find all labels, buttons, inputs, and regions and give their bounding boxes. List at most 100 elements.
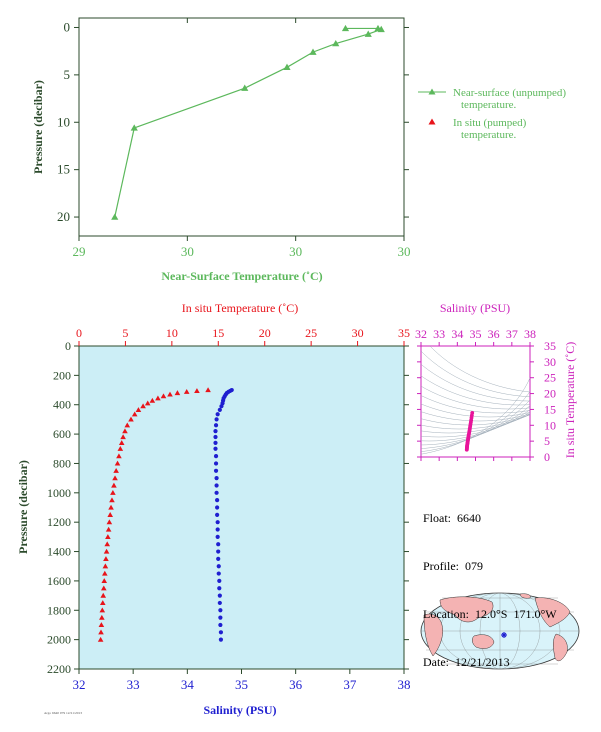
profile-top-tick-label: 35 [398, 326, 410, 340]
temperature-point [102, 563, 109, 569]
near-surface-x-label: Near-Surface Temperature (˚C) [161, 269, 322, 283]
profile-bottom-tick-label: 35 [235, 677, 248, 692]
location-map [420, 592, 580, 670]
temperature-point [99, 607, 106, 613]
profile-bottom-tick-label: 38 [398, 677, 411, 692]
profile-y-tick-label: 1400 [47, 545, 71, 559]
salinity-point [218, 630, 224, 635]
density-contour [421, 375, 530, 406]
temperature-point [102, 570, 108, 576]
temperature-point [183, 389, 190, 394]
ts-top-tick-label: 32 [415, 327, 427, 341]
temperature-point [167, 391, 173, 397]
temperature-point [109, 497, 115, 503]
profile-bottom-tick-label: 32 [73, 677, 86, 692]
density-contour [421, 363, 530, 402]
profile-top-tick-label: 25 [305, 326, 317, 340]
near-surface-y-tick-label: 5 [64, 67, 71, 82]
temperature-point [116, 453, 122, 459]
ts-right-tick-label: 15 [544, 402, 556, 416]
ts-right-tick-label: 5 [544, 434, 550, 448]
temperature-point [105, 526, 112, 532]
ts-point [470, 411, 475, 415]
salinity-point [213, 461, 219, 466]
salinity-point [217, 578, 222, 584]
near-surface-point [364, 30, 372, 37]
ts-top-tick-label: 36 [488, 327, 500, 341]
salinity-point [213, 429, 218, 434]
temperature-series [97, 387, 211, 642]
temperature-point [105, 534, 111, 539]
profile-bottom-tick-label: 37 [343, 677, 357, 692]
profile-bottom-tick-label: 33 [127, 677, 140, 692]
date: Date: 12/21/2013 [423, 655, 510, 669]
salinity-point [216, 571, 221, 576]
near-surface-point [341, 24, 350, 32]
salinity-point [214, 476, 219, 481]
density-contour [421, 414, 530, 430]
profile-y-tick-label: 1000 [47, 486, 71, 500]
profile-y-tick-label: 400 [53, 398, 71, 412]
near-surface-point [374, 24, 382, 32]
temperature-point [110, 490, 116, 495]
near-surface-x-tick-label: 30 [181, 244, 194, 259]
salinity-point [217, 600, 222, 606]
profile-top-tick-label: 30 [352, 326, 364, 340]
temperature-point [194, 388, 200, 394]
profile-top-tick-label: 20 [259, 326, 271, 340]
temperature-point [97, 636, 104, 642]
salinity-point [215, 527, 220, 532]
near-surface-y-tick-label: 0 [64, 19, 71, 34]
temperature-point [98, 629, 104, 635]
density-contour [421, 403, 530, 418]
salinity-point [215, 498, 220, 503]
profile-plot-frame [78, 345, 405, 670]
temperature-point [108, 504, 114, 510]
density-contour [421, 413, 530, 434]
near-surface-y-tick-label: 15 [57, 162, 70, 177]
salinity-point [213, 454, 219, 459]
ts-right-tick-label: 20 [544, 387, 556, 401]
temperature-point [100, 592, 107, 598]
salinity-point [217, 586, 222, 591]
temperature-point [155, 395, 161, 401]
profile-y-tick-label: 600 [53, 427, 71, 441]
near-surface-plot-frame [78, 17, 405, 237]
ts-points [464, 411, 475, 452]
salinity-point [213, 446, 218, 451]
temperature-point [99, 614, 105, 620]
temperature-point [103, 556, 109, 561]
profile-top-tick-label: 0 [76, 326, 82, 340]
profile-chart: 0200400600800100012001400160018002000220… [16, 301, 411, 717]
salinity-point [214, 483, 219, 488]
salinity-point [219, 404, 224, 409]
salinity-point [218, 637, 224, 642]
near-surface-point [111, 213, 119, 220]
temperature-point [99, 600, 106, 606]
temperature-point [160, 393, 167, 399]
salinity-point [216, 564, 221, 569]
temperature-point [205, 387, 211, 393]
salinity-point [215, 412, 220, 417]
temperature-point [120, 434, 126, 440]
temperature-point [114, 460, 121, 466]
profile-axes: 0200400600800100012001400160018002000220… [47, 326, 411, 692]
near-surface-x-tick-label: 30 [398, 244, 411, 259]
temperature-point [101, 578, 108, 584]
density-contour [421, 411, 530, 422]
salinity-point [213, 434, 218, 440]
footer-code: Argo 6640 079 12/21/2013 [44, 711, 82, 715]
profile-y-label: Pressure (decibar) [16, 460, 30, 554]
near-surface-axes: 29 30 30 30 0 5 10 15 20 [57, 18, 411, 259]
ts-plot-frame [420, 345, 531, 458]
profile-y-tick-label: 1800 [47, 603, 71, 617]
temperature-point [118, 440, 125, 445]
profile-y-tick-label: 800 [53, 456, 71, 470]
near-surface-point [241, 84, 249, 91]
near-surface-y-tick-label: 10 [57, 114, 70, 129]
profile-top-tick-label: 5 [122, 326, 128, 340]
legend-pumped-label: In situ (pumped) temperature. [453, 117, 527, 141]
temperature-point [103, 548, 110, 554]
